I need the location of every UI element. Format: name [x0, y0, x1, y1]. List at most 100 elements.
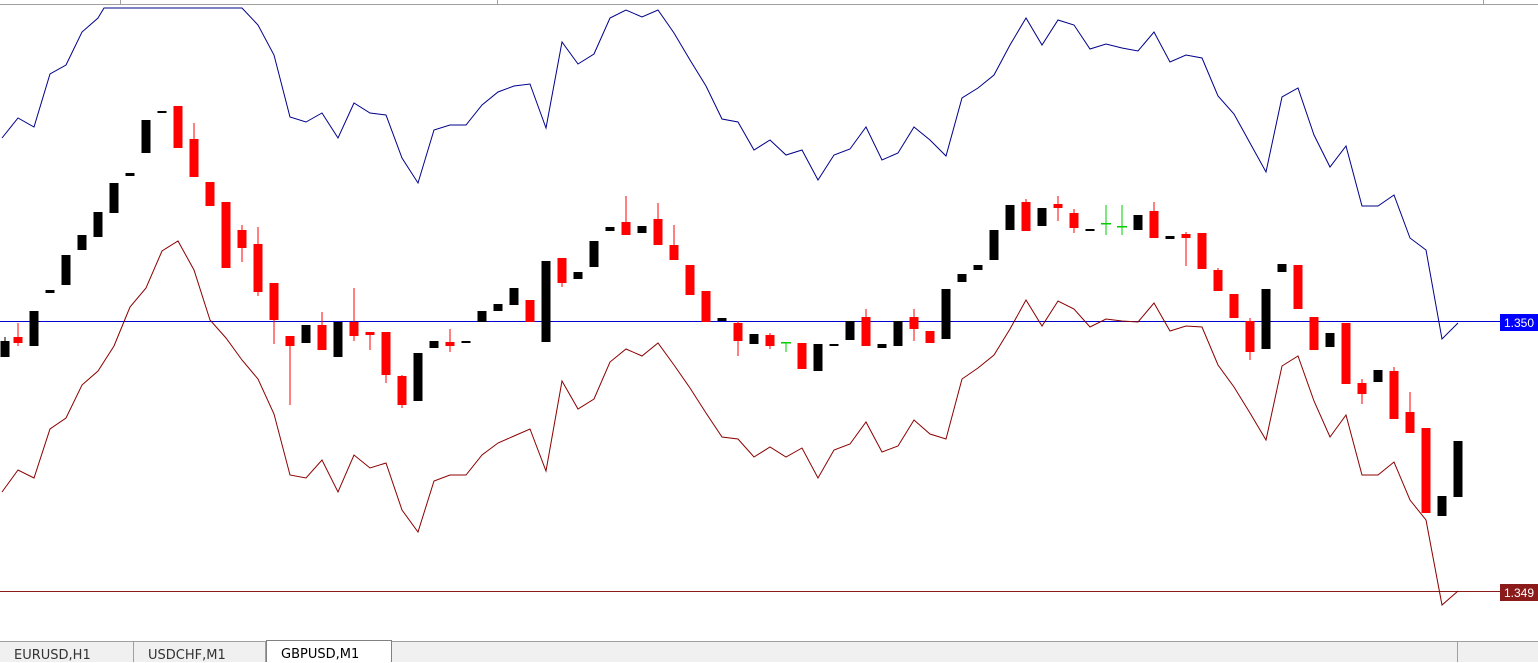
candle-body	[1261, 289, 1271, 349]
candle	[413, 353, 423, 401]
candle-body	[1165, 236, 1175, 239]
candle	[1229, 294, 1239, 318]
lower-band-line	[1, 240, 1459, 606]
candle-body	[685, 265, 695, 295]
candle-body	[509, 288, 519, 305]
candle	[909, 309, 919, 341]
candle	[493, 304, 503, 311]
candle	[397, 375, 407, 408]
candle	[1373, 370, 1383, 382]
candle	[973, 265, 983, 270]
candle-body	[93, 212, 103, 237]
candle-body	[77, 235, 87, 250]
candle	[1389, 367, 1399, 419]
candle	[749, 334, 759, 344]
candle	[461, 341, 471, 343]
candle-body	[1005, 205, 1015, 230]
candle	[685, 265, 695, 295]
candle	[1117, 205, 1127, 235]
candle-body	[605, 227, 615, 231]
candle	[141, 120, 151, 153]
candle	[637, 226, 647, 233]
candle-body	[541, 261, 551, 342]
candle	[653, 203, 663, 245]
candle	[0, 337, 10, 357]
candle-body	[557, 258, 567, 283]
candle-body	[1421, 428, 1431, 513]
candle	[237, 225, 247, 262]
candle-body	[477, 311, 487, 322]
candle	[301, 325, 311, 343]
candle	[109, 183, 119, 213]
candle-body	[701, 291, 711, 322]
candle	[349, 288, 359, 341]
candle-body	[429, 341, 439, 348]
candle-body	[1325, 333, 1335, 347]
candle-body	[1373, 370, 1383, 382]
candle-body	[893, 321, 903, 346]
candle-body	[1197, 233, 1207, 269]
candle	[1405, 392, 1415, 433]
tab-usdchf-m1[interactable]: USDCHF,M1	[134, 642, 266, 663]
candle	[1261, 289, 1271, 349]
candle-body	[1341, 323, 1351, 384]
candle-body	[653, 219, 663, 245]
candle-body	[765, 335, 775, 346]
candle	[1181, 232, 1191, 266]
candle	[189, 123, 199, 177]
chart-window[interactable]: 1.350 1.349	[0, 0, 1538, 641]
candle	[813, 344, 823, 371]
candle-body	[877, 344, 887, 348]
candle-body	[125, 173, 135, 176]
candle-body	[285, 336, 295, 346]
candle	[157, 111, 167, 113]
candle	[61, 255, 71, 285]
candle	[477, 311, 487, 322]
candlestick-series	[0, 106, 1463, 516]
candle	[1085, 229, 1095, 231]
candle	[829, 344, 839, 346]
candle	[1053, 196, 1063, 221]
candle-body	[1021, 202, 1031, 231]
candle	[1197, 233, 1207, 269]
candle	[733, 321, 743, 356]
candle-body	[253, 244, 263, 292]
candle-body	[221, 202, 231, 268]
candle	[1037, 208, 1047, 226]
candle	[1101, 205, 1111, 235]
candle-body	[349, 322, 359, 336]
candle	[125, 173, 135, 176]
candle	[1005, 205, 1015, 230]
candle-body	[1293, 265, 1303, 309]
upper-band-line	[1, 7, 1459, 341]
candle-body	[1437, 496, 1447, 516]
candle	[861, 309, 871, 346]
candle	[1165, 236, 1175, 239]
candle-body	[589, 241, 599, 267]
candle-body	[1149, 211, 1159, 238]
candle	[605, 227, 615, 231]
candle	[253, 227, 263, 296]
candle-body	[1085, 229, 1095, 231]
candle	[509, 288, 519, 305]
tab-eurusd-h1[interactable]: EURUSD,H1	[0, 642, 134, 663]
candle	[1021, 199, 1031, 231]
candle	[1245, 318, 1255, 360]
candle-body	[1453, 441, 1463, 497]
candle	[1133, 215, 1143, 230]
price-label-upper: 1.350	[1500, 314, 1538, 331]
candle-body	[1229, 294, 1239, 318]
candle-body	[1037, 208, 1047, 226]
price-label-lower-text: 1.349	[1504, 586, 1534, 600]
candle	[1357, 379, 1367, 404]
tab-gbpusd-m1[interactable]: GBPUSD,M1	[266, 640, 392, 662]
candle-body	[45, 290, 55, 293]
candle-body	[1101, 223, 1111, 225]
price-chart[interactable]: 1.350 1.349	[0, 0, 1538, 641]
candle-body	[749, 334, 759, 344]
candle	[429, 341, 439, 348]
candle-body	[925, 331, 935, 343]
candle-body	[13, 337, 23, 343]
candle-body	[1389, 371, 1399, 419]
candle-body	[781, 342, 791, 344]
